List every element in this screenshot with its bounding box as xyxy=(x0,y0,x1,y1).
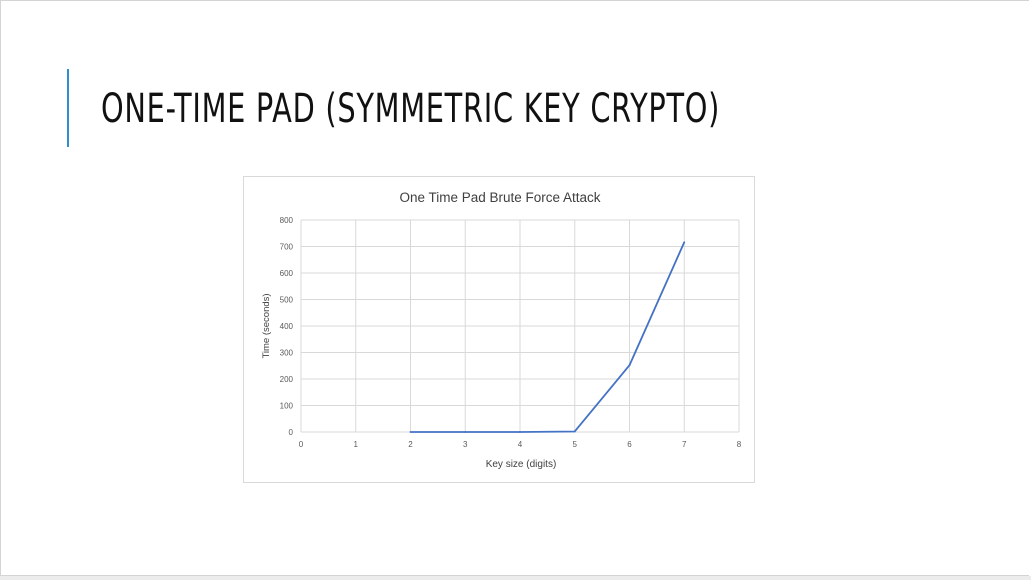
y-tick-label: 400 xyxy=(280,322,294,331)
chart-title: One Time Pad Brute Force Attack xyxy=(399,190,600,205)
y-tick-label: 800 xyxy=(280,216,294,225)
data-point xyxy=(519,431,521,433)
x-tick-label: 4 xyxy=(518,440,523,449)
series-layer xyxy=(409,241,686,433)
x-tick-labels: 0 1 2 3 4 5 6 7 8 xyxy=(299,440,742,449)
y-tick-label: 600 xyxy=(280,269,294,278)
slide-bottom-edge xyxy=(0,576,1031,580)
y-tick-label: 500 xyxy=(280,296,294,305)
chart-container: One Time Pad Brute Force Attack 0 100 200 3… xyxy=(243,176,755,483)
x-tick-label: 7 xyxy=(682,440,687,449)
slide-title: ONE-TIME PAD (SYMMETRIC KEY CRYPTO) xyxy=(101,86,721,132)
y-axis-label: Time (seconds) xyxy=(261,293,272,358)
x-tick-label: 2 xyxy=(408,440,413,449)
y-tick-label: 300 xyxy=(280,349,294,358)
series-line xyxy=(410,241,686,433)
data-point xyxy=(464,431,467,433)
gridlines xyxy=(300,219,740,433)
line-chart: One Time Pad Brute Force Attack 0 100 200 3… xyxy=(261,190,742,470)
title-accent-bar xyxy=(67,69,69,147)
x-tick-label: 1 xyxy=(354,440,359,449)
x-tick-label: 8 xyxy=(737,440,742,449)
x-tick-label: 5 xyxy=(573,440,578,449)
y-tick-labels: 0 100 200 300 400 500 600 700 800 xyxy=(280,216,294,437)
data-point xyxy=(628,364,631,367)
data-point xyxy=(573,430,576,433)
y-tick-label: 0 xyxy=(289,428,294,437)
x-tick-label: 3 xyxy=(463,440,468,449)
x-tick-label: 6 xyxy=(627,440,632,449)
x-tick-label: 0 xyxy=(299,440,304,449)
y-tick-label: 100 xyxy=(280,402,294,411)
y-tick-label: 700 xyxy=(280,243,294,252)
x-axis-label: Key size (digits) xyxy=(486,459,557,470)
y-tick-label: 200 xyxy=(280,375,294,384)
data-point xyxy=(409,431,412,433)
data-point xyxy=(683,241,686,244)
